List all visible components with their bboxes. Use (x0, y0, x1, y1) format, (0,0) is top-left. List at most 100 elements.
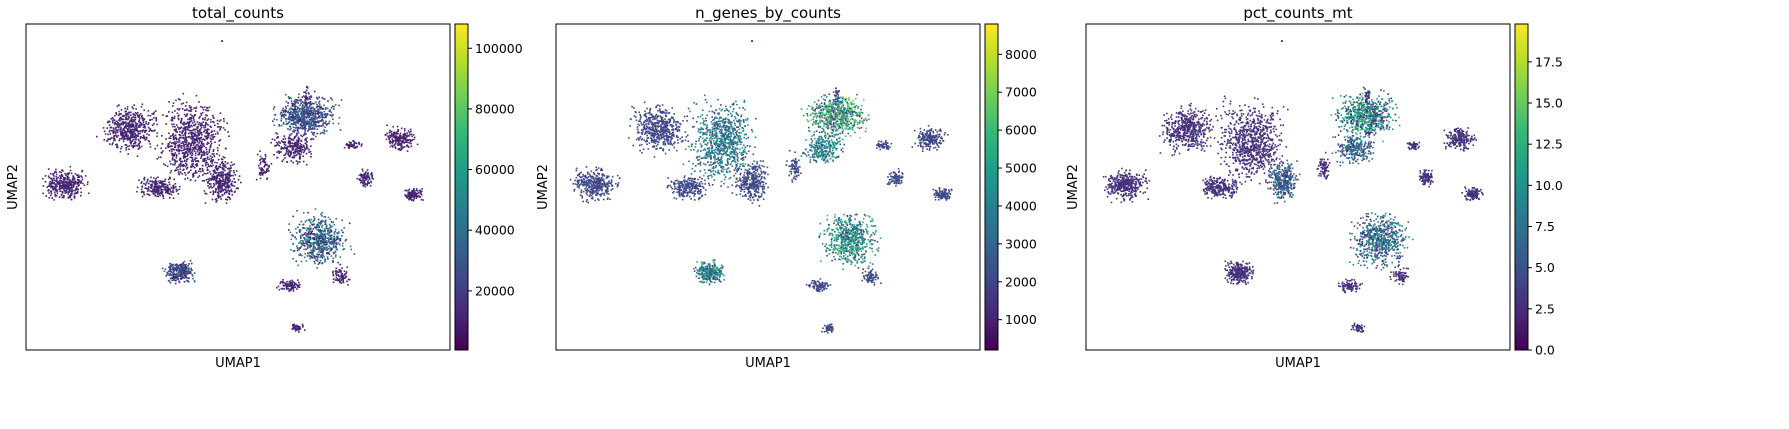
scatter-point (304, 245, 306, 247)
scatter-point (116, 143, 118, 146)
scatter-point (340, 229, 343, 232)
scatter-point (80, 187, 82, 190)
scatter-point (186, 144, 189, 146)
scatter-point (307, 244, 309, 246)
scatter-point (277, 285, 280, 288)
scatter-point (189, 156, 192, 159)
scatter-point (166, 273, 169, 276)
scatter-point (311, 128, 313, 130)
scatter-point (283, 154, 285, 156)
scatter-point (304, 108, 306, 111)
scatter-point (190, 133, 193, 136)
scatter-point (48, 197, 50, 199)
scatter-point (201, 138, 203, 141)
scatter-point (312, 112, 315, 115)
scatter-point (66, 175, 69, 178)
scatter-point (203, 151, 205, 154)
scatter-point (392, 140, 394, 142)
scatter-point (205, 193, 208, 195)
scatter-point (280, 287, 283, 290)
scatter-point (392, 146, 394, 148)
scatter-point (113, 130, 115, 133)
scatter-point (402, 146, 404, 149)
scatter-point (312, 246, 315, 248)
scatter-point (410, 193, 412, 195)
scatter-point (170, 193, 173, 196)
scatter-point (72, 179, 75, 181)
scatter-point (195, 165, 198, 167)
scatter-point (67, 185, 69, 187)
scatter-point (394, 147, 397, 149)
scatter-point (216, 174, 219, 176)
scatter-point (299, 326, 301, 328)
scatter-point (836, 123, 839, 126)
scatter-point (817, 105, 820, 107)
scatter-point (290, 281, 292, 284)
scatter-point (106, 127, 109, 129)
scatter-point (116, 131, 119, 134)
scatter-point (143, 125, 146, 128)
scatter-point (389, 136, 391, 139)
scatter-point (273, 114, 276, 116)
scatter-point (148, 182, 150, 185)
scatter-point (294, 141, 297, 144)
scatter-point (195, 145, 197, 148)
scatter-point (130, 136, 133, 139)
scatter-point (223, 156, 226, 159)
scatter-point (280, 124, 283, 127)
scatter-point (416, 192, 419, 195)
scatter-point (219, 112, 222, 114)
scatter-point (288, 150, 291, 153)
scatter-point (290, 153, 292, 156)
scatter-point (401, 146, 403, 149)
scatter-point (62, 178, 65, 180)
scatter-point (295, 109, 297, 111)
scatter-point (360, 175, 363, 178)
scatter-point (314, 115, 317, 117)
scatter-point (420, 192, 422, 194)
scatter-point (159, 187, 161, 189)
scatter-point (185, 268, 188, 270)
scatter-point (309, 220, 311, 223)
scatter-point (219, 163, 222, 166)
scatter-point (203, 145, 206, 148)
scatter-point (125, 114, 127, 116)
scatter-point (313, 110, 315, 113)
scatter-point (171, 279, 173, 282)
scatter-point (319, 256, 321, 258)
scatter-point (204, 164, 207, 167)
scatter-point (179, 145, 182, 148)
chart-title: n_genes_by_counts (695, 4, 841, 23)
scatter-point (333, 238, 335, 240)
scatter-point (134, 118, 136, 121)
scatter-point (143, 176, 146, 179)
scatter-point (288, 283, 291, 285)
scatter-point (216, 168, 218, 171)
scatter-point (157, 180, 159, 183)
scatter-point (58, 180, 60, 183)
scatter-point (260, 168, 262, 171)
scatter-point (298, 248, 300, 251)
scatter-point (59, 187, 61, 190)
scatter-point (223, 181, 226, 184)
scatter-point (124, 138, 127, 140)
scatter-point (48, 192, 50, 194)
scatter-point (405, 134, 407, 137)
scatter-point (289, 231, 292, 234)
scatter-point (371, 172, 373, 174)
scatter-point (403, 129, 406, 132)
scatter-point (307, 239, 310, 241)
scatter-point (304, 242, 307, 244)
scatter-point (317, 236, 319, 238)
scatter-point (167, 270, 170, 273)
scatter-point (287, 104, 289, 107)
scatter-point (283, 288, 285, 290)
scatter-point (318, 235, 321, 238)
scatter-point (62, 184, 64, 187)
scatter-point (205, 132, 207, 134)
scatter-point (308, 149, 310, 151)
scatter-point (189, 136, 191, 138)
scatter-point (410, 133, 413, 136)
scatter-point (403, 128, 406, 130)
scatter-point (134, 129, 137, 131)
